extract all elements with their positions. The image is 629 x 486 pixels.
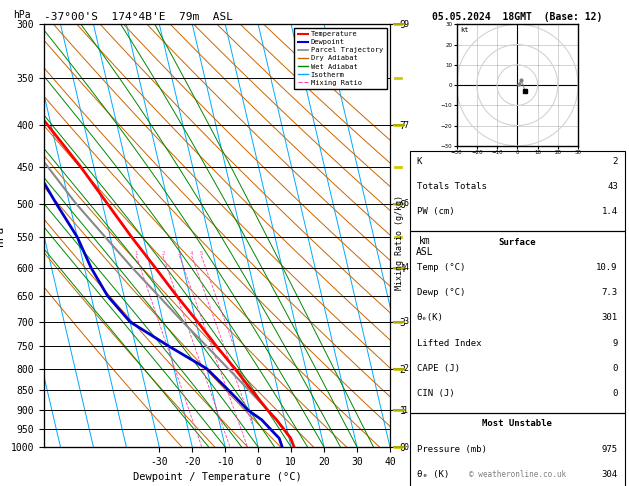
Text: -37°00'S  174°4B'E  79m  ASL: -37°00'S 174°4B'E 79m ASL: [44, 12, 233, 22]
Text: θₑ(K): θₑ(K): [417, 313, 443, 322]
Text: 0: 0: [613, 364, 618, 373]
Text: 2: 2: [403, 364, 408, 373]
Text: 10.9: 10.9: [596, 263, 618, 272]
Text: Totals Totals: Totals Totals: [417, 182, 487, 191]
Text: K: K: [417, 157, 422, 166]
Text: 5: 5: [200, 251, 203, 256]
Text: 9: 9: [613, 339, 618, 347]
Text: 975: 975: [602, 445, 618, 453]
Text: 4: 4: [190, 251, 193, 256]
Text: Surface: Surface: [499, 238, 536, 246]
Text: 1.4: 1.4: [602, 208, 618, 216]
Text: 3: 3: [178, 251, 181, 256]
Text: 0: 0: [403, 443, 408, 451]
Text: 4: 4: [403, 263, 408, 272]
Text: CAPE (J): CAPE (J): [417, 364, 460, 373]
Text: θₑ (K): θₑ (K): [417, 470, 449, 479]
Text: Dewp (°C): Dewp (°C): [417, 288, 465, 297]
Text: 1: 1: [135, 251, 138, 256]
Text: 301: 301: [602, 313, 618, 322]
Text: Most Unstable: Most Unstable: [482, 419, 552, 428]
Text: Lifted Index: Lifted Index: [417, 339, 481, 347]
Text: Pressure (mb): Pressure (mb): [417, 445, 487, 453]
Text: CIN (J): CIN (J): [417, 389, 455, 398]
Text: 0: 0: [613, 389, 618, 398]
Legend: Temperature, Dewpoint, Parcel Trajectory, Dry Adiabat, Wet Adiabat, Isotherm, Mi: Temperature, Dewpoint, Parcel Trajectory…: [294, 28, 386, 89]
Bar: [410, 151, 625, 231]
Text: 304: 304: [602, 470, 618, 479]
Text: 6: 6: [403, 199, 408, 208]
Bar: [410, 231, 625, 413]
Text: hPa: hPa: [13, 10, 31, 20]
Y-axis label: km
ASL: km ASL: [416, 236, 434, 257]
Text: 2: 2: [613, 157, 618, 166]
Text: PW (cm): PW (cm): [417, 208, 455, 216]
Text: Temp (°C): Temp (°C): [417, 263, 465, 272]
Text: © weatheronline.co.uk: © weatheronline.co.uk: [469, 469, 566, 479]
X-axis label: Dewpoint / Temperature (°C): Dewpoint / Temperature (°C): [133, 472, 301, 483]
Text: 7.3: 7.3: [602, 288, 618, 297]
Text: 43: 43: [607, 182, 618, 191]
Text: 3: 3: [403, 317, 408, 327]
Text: 7: 7: [403, 121, 408, 130]
Text: 1: 1: [403, 406, 408, 415]
Text: 2: 2: [162, 251, 165, 256]
Text: 9: 9: [403, 20, 408, 29]
Bar: [410, 413, 625, 486]
Text: Mixing Ratio (g/kg): Mixing Ratio (g/kg): [395, 195, 404, 291]
Y-axis label: hPa: hPa: [0, 226, 5, 246]
Text: 05.05.2024  18GMT  (Base: 12): 05.05.2024 18GMT (Base: 12): [432, 12, 603, 22]
